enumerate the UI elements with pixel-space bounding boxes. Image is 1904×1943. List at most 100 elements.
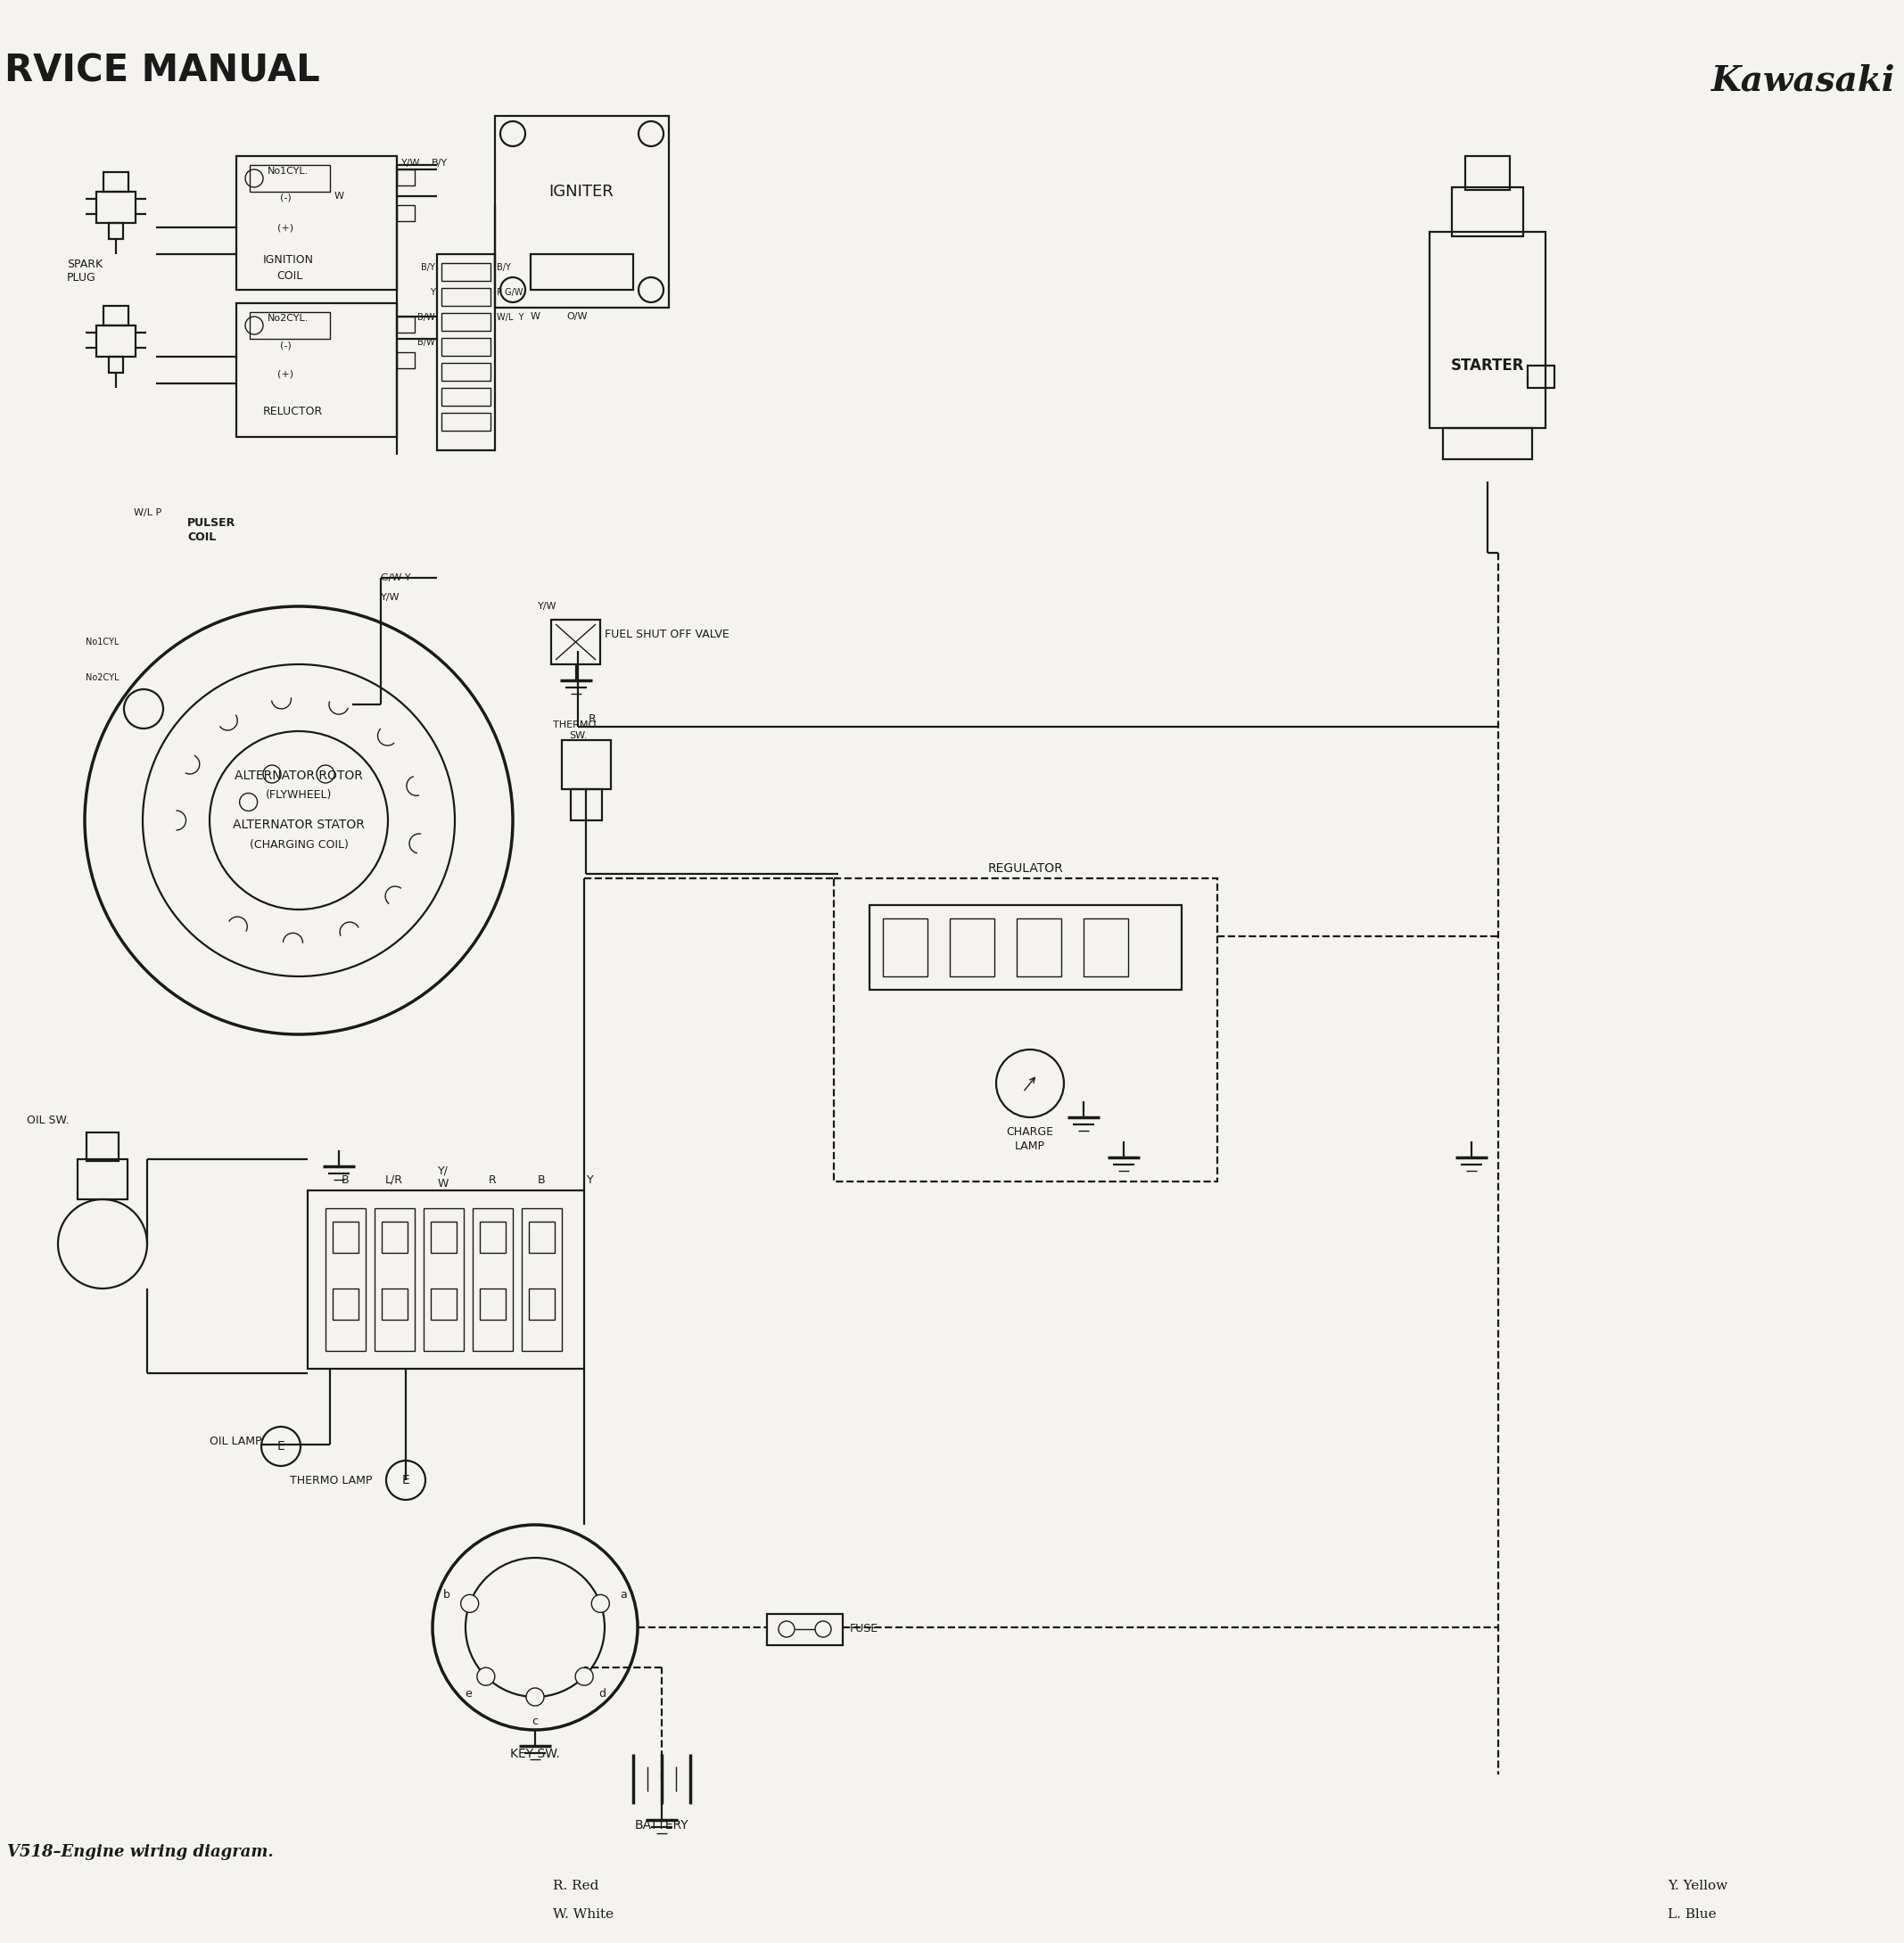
Bar <box>86 1133 118 1162</box>
Text: B/Y: B/Y <box>421 262 436 272</box>
Text: W/L  Y: W/L Y <box>497 313 524 323</box>
Bar <box>1443 427 1533 459</box>
Text: RELUCTOR: RELUCTOR <box>263 406 324 418</box>
Text: IGNITION: IGNITION <box>263 255 314 266</box>
Bar <box>1083 919 1129 977</box>
Bar <box>326 1209 366 1350</box>
Circle shape <box>575 1667 594 1685</box>
Bar <box>531 255 634 290</box>
Bar <box>1527 365 1554 389</box>
Bar <box>236 303 396 437</box>
Bar <box>522 1209 562 1350</box>
Text: ALTERNATOR ROTOR: ALTERNATOR ROTOR <box>234 769 364 781</box>
Circle shape <box>526 1688 545 1706</box>
Bar <box>423 1209 465 1350</box>
Text: PULSER: PULSER <box>187 517 236 528</box>
Bar <box>381 1222 407 1253</box>
Text: THERMO LAMP: THERMO LAMP <box>289 1475 371 1486</box>
Text: No1CYL: No1CYL <box>86 637 120 647</box>
Bar <box>249 165 329 192</box>
Bar <box>1017 919 1061 977</box>
Text: (+): (+) <box>278 369 293 379</box>
Bar <box>375 1209 415 1350</box>
Text: THERMO: THERMO <box>552 721 596 729</box>
Bar <box>430 1222 457 1253</box>
Bar <box>571 789 602 820</box>
Text: B/W: B/W <box>417 338 436 348</box>
Bar <box>78 1160 128 1199</box>
Text: P G/W: P G/W <box>497 288 524 297</box>
Text: RVICE MANUAL: RVICE MANUAL <box>4 52 320 89</box>
Bar <box>109 358 124 373</box>
Bar <box>950 919 994 977</box>
Bar <box>480 1222 506 1253</box>
Text: d: d <box>598 1688 605 1700</box>
Text: B/Y: B/Y <box>497 262 510 272</box>
Text: IGNITER: IGNITER <box>548 185 613 200</box>
Text: COIL: COIL <box>276 270 303 282</box>
Bar <box>396 352 415 369</box>
Text: KEY SW.: KEY SW. <box>510 1747 560 1760</box>
Bar <box>308 1191 585 1368</box>
Text: R: R <box>487 1174 497 1185</box>
Bar <box>396 206 415 222</box>
Bar <box>529 1288 554 1319</box>
Bar <box>396 169 415 185</box>
Bar <box>333 1222 358 1253</box>
Text: O/W: O/W <box>565 313 586 321</box>
Circle shape <box>461 1595 478 1613</box>
Bar <box>480 1288 506 1319</box>
Text: Y/W: Y/W <box>402 159 421 167</box>
Bar <box>236 155 396 290</box>
Text: c: c <box>531 1716 539 1727</box>
Circle shape <box>478 1667 495 1685</box>
Text: L/R: L/R <box>385 1174 404 1185</box>
Text: b: b <box>444 1589 449 1601</box>
Text: No2CYL: No2CYL <box>86 672 120 682</box>
Text: OIL SW.: OIL SW. <box>27 1115 69 1127</box>
Bar <box>1466 155 1510 190</box>
Text: LAMP: LAMP <box>1015 1141 1045 1152</box>
Text: STARTER: STARTER <box>1451 358 1525 373</box>
Bar <box>870 905 1182 989</box>
Text: (+): (+) <box>278 223 293 231</box>
Text: No2CYL.: No2CYL. <box>268 315 308 323</box>
Text: W: W <box>531 313 541 321</box>
Text: G/W Y: G/W Y <box>381 573 411 583</box>
Bar <box>97 326 135 358</box>
Bar <box>442 338 491 356</box>
Bar <box>472 1209 512 1350</box>
Text: B/Y: B/Y <box>432 159 447 167</box>
Bar <box>834 878 1217 1181</box>
Text: W: W <box>333 192 345 200</box>
Text: B: B <box>341 1174 348 1185</box>
Bar <box>442 412 491 431</box>
Bar <box>442 363 491 381</box>
Text: B: B <box>537 1174 545 1185</box>
Text: SPARK: SPARK <box>67 258 103 270</box>
Text: CHARGE: CHARGE <box>1007 1127 1053 1139</box>
Text: W. White: W. White <box>552 1908 613 1922</box>
Text: R: R <box>588 713 596 725</box>
Bar <box>767 1615 843 1646</box>
Bar <box>442 262 491 282</box>
Bar <box>333 1288 358 1319</box>
Text: PLUG: PLUG <box>67 272 95 284</box>
Text: B/W: B/W <box>417 313 436 323</box>
Text: W/L P: W/L P <box>133 509 162 517</box>
Text: Y: Y <box>430 288 436 297</box>
Bar <box>529 1222 554 1253</box>
Bar <box>550 620 600 665</box>
Bar <box>562 740 611 789</box>
Bar <box>430 1288 457 1319</box>
Text: E: E <box>402 1475 409 1486</box>
Text: SW.: SW. <box>569 731 586 740</box>
Bar <box>396 317 415 332</box>
Text: V518–Engine wiring diagram.: V518–Engine wiring diagram. <box>8 1844 274 1859</box>
Text: FUEL SHUT OFF VALVE: FUEL SHUT OFF VALVE <box>605 630 729 641</box>
Bar <box>442 313 491 330</box>
Bar <box>1430 231 1546 427</box>
Text: a: a <box>621 1589 626 1601</box>
Text: REGULATOR: REGULATOR <box>988 863 1062 874</box>
Bar <box>442 288 491 305</box>
